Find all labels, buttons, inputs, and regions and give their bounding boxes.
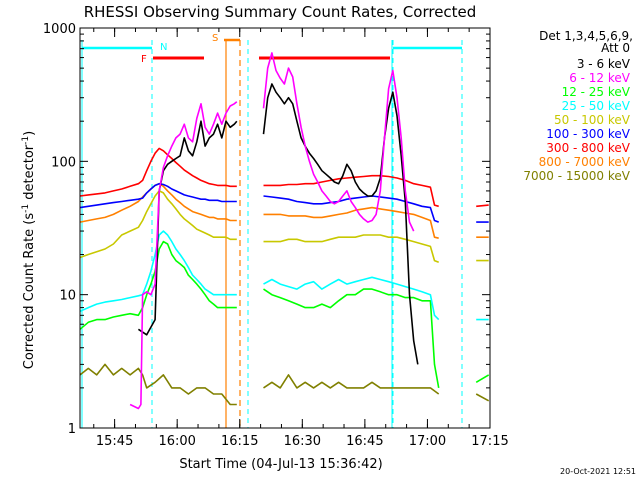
y-axis-label: Corrected Count Rate (s-1 detector-1) — [21, 131, 37, 369]
series-layer — [79, 52, 490, 410]
y-tick-label: 10 — [59, 289, 76, 304]
series-line — [79, 182, 489, 239]
series-line — [79, 190, 489, 264]
timestamp: 20-Oct-2021 12:51 — [560, 467, 636, 476]
x-tick-label: 16:15 — [221, 434, 258, 449]
saa-label: S — [212, 33, 218, 44]
annotations-layer: N S F — [81, 33, 463, 428]
x-tick-label: 16:45 — [346, 434, 383, 449]
plot-frame — [79, 27, 491, 429]
axes-layer: 1 10 100 1000 15:45 16:00 16:15 16:30 16:45 17:00… — [43, 22, 509, 449]
x-tick-label: 16:30 — [284, 434, 321, 449]
night-label: N — [160, 42, 167, 53]
y-tick-label: 1 — [68, 422, 76, 437]
series-6-12kev — [129, 52, 415, 410]
x-tick-label: 17:15 — [471, 434, 508, 449]
series-800-7000kev — [79, 182, 489, 239]
legend-entry: 800 - 7000 keV — [539, 155, 631, 169]
flare-label: F — [141, 54, 147, 65]
legend-entry: 6 - 12 keV — [569, 71, 631, 85]
series-line — [137, 83, 419, 365]
x-tick-label: 15:45 — [96, 434, 133, 449]
series-12-25kev — [79, 240, 490, 389]
y-tick-label: 1000 — [43, 22, 76, 37]
series-7000-15000kev — [79, 363, 490, 406]
legend-entry: 12 - 25 keV — [562, 85, 631, 99]
legend-entry: 3 - 6 keV — [577, 57, 631, 71]
series-line — [79, 363, 490, 406]
x-tick-label: 16:00 — [158, 434, 195, 449]
legend-entry: 7000 - 15000 keV — [523, 169, 630, 183]
legend-header: Det 1,3,4,5,6,9, — [539, 29, 633, 43]
series-line — [79, 182, 489, 223]
series-50-100kev — [79, 190, 489, 264]
series-line — [79, 230, 489, 321]
y-tick-label: 100 — [51, 155, 76, 170]
series-line — [79, 240, 490, 389]
x-tick-label: 17:00 — [409, 434, 446, 449]
series-25-50kev — [79, 230, 489, 321]
legend-entry: 25 - 50 keV — [562, 99, 631, 113]
series-3-6kev — [137, 83, 419, 365]
legend-att: Att 0 — [601, 41, 630, 55]
chart-title: RHESSI Observing Summary Count Rates, Co… — [84, 3, 477, 21]
legend-entry: 100 - 300 keV — [546, 127, 630, 141]
legend-entry: 300 - 800 keV — [546, 141, 630, 155]
series-100-300kev — [79, 182, 489, 223]
series-line — [129, 52, 415, 410]
legend-entry: 50 - 100 keV — [554, 113, 631, 127]
x-axis-label: Start Time (04-Jul-13 15:36:42) — [179, 457, 382, 472]
